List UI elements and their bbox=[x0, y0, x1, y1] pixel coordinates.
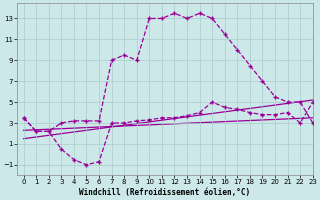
X-axis label: Windchill (Refroidissement éolien,°C): Windchill (Refroidissement éolien,°C) bbox=[79, 188, 251, 197]
